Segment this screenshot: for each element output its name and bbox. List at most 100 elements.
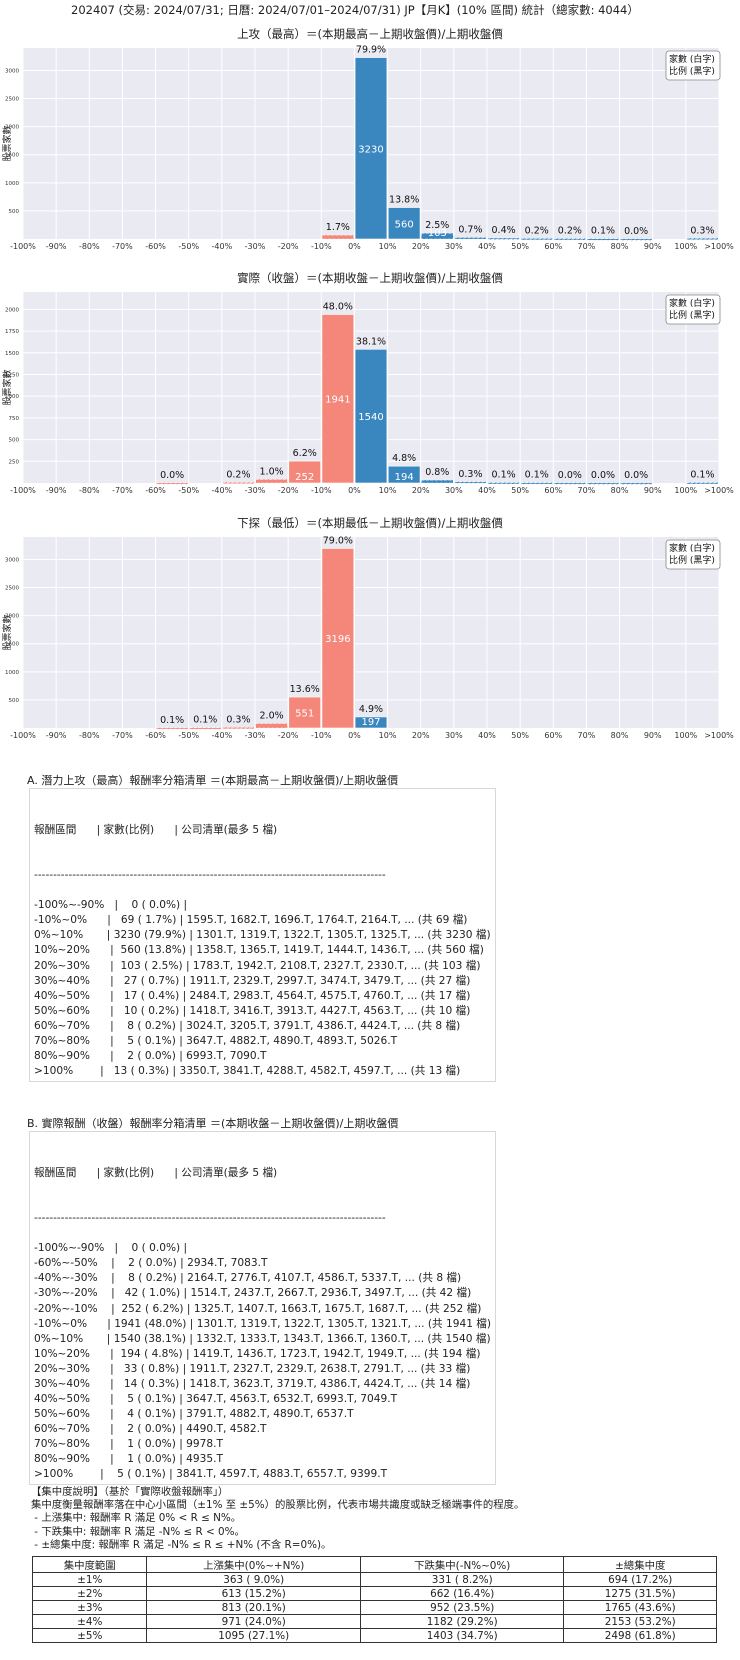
x-tick-label: 60% [544, 242, 562, 251]
list-b-row: -100%~-90% | 0 ( 0.0%) | [34, 1242, 188, 1255]
bar [487, 237, 520, 240]
x-tick-label: -70% [112, 731, 133, 740]
concentration-cell: 2153 (53.2%) [563, 1614, 717, 1629]
x-tick-label: -30% [245, 486, 266, 495]
concentration-cell: 2498 (61.8%) [563, 1628, 717, 1643]
bar [222, 727, 255, 730]
bar-pct-label: 38.1% [356, 336, 386, 347]
bar-pct-label: 0.1% [492, 470, 516, 481]
bar [288, 696, 321, 729]
y-tick-label: 1000 [5, 181, 19, 187]
x-tick-label: 10% [379, 486, 397, 495]
bar-pct-label: 2.5% [425, 220, 449, 231]
list-b-row: 60%~70% | 2 ( 0.0%) | 4490.T, 4582.T [34, 1422, 267, 1435]
x-tick-label: -90% [46, 731, 67, 740]
bar [686, 237, 719, 240]
concentration-note-line: 【集中度說明】（基於「實際收盤報酬率」） [31, 1486, 229, 1498]
x-tick-label: 80% [611, 731, 629, 740]
y-tick-label: 500 [9, 209, 20, 215]
concentration-cell: 813 (20.1%) [146, 1600, 361, 1615]
x-tick-label: 100% [674, 242, 697, 251]
bar-count-label: 1941 [325, 395, 350, 406]
x-tick-label: 50% [511, 731, 529, 740]
bar [520, 238, 553, 241]
list-a-row: 0%~10% | 3230 (79.9%) | 1301.T, 1319.T, … [34, 929, 491, 942]
list-b-header: 報酬區間 | 家數(比例) | 公司清單(最多 5 檔) [34, 1167, 278, 1180]
bar-pct-label: 79.0% [323, 535, 353, 546]
concentration-cell: 1275 (31.5%) [563, 1586, 717, 1601]
list-b-title: B. 實際報酬（收盤）報酬率分箱清單 ＝(本期收盤－上期收盤價)/上期收盤價 [27, 1117, 399, 1130]
x-tick-label: -50% [178, 731, 199, 740]
y-tick-label: 1500 [5, 642, 19, 648]
list-a-title: A. 潛力上攻（最高）報酬率分箱清單 ＝(本期最高－上期收盤價)/上期收盤價 [27, 774, 399, 787]
concentration-cell: 363 ( 9.0%) [146, 1572, 361, 1587]
bar [354, 349, 388, 484]
bar-pct-label: 0.0% [160, 470, 184, 481]
concentration-cell: 1403 (34.7%) [359, 1628, 565, 1643]
bar-pct-label: 0.3% [226, 714, 250, 725]
x-tick-label: 40% [478, 731, 496, 740]
bar-pct-label: 4.9% [359, 704, 383, 715]
concentration-note-line: - 下跌集中: 報酬率 R 滿足 -N% ≤ R < 0%。 [31, 1525, 245, 1538]
bar [155, 482, 189, 485]
list-b-row: 50%~60% | 4 ( 0.1%) | 3791.T, 4882.T, 48… [34, 1407, 354, 1420]
chart-title: 實際（收盤）＝(本期收盤－上期收盤價)/上期收盤價 [237, 271, 503, 285]
bar-pct-label: 6.2% [293, 448, 317, 459]
bar [321, 314, 355, 484]
bar [387, 465, 421, 484]
concentration-header-cell: 下跌集中(-N%~0%) [359, 1556, 565, 1573]
bar [354, 716, 388, 729]
concentration-cell: 971 (24.0%) [146, 1614, 361, 1629]
x-tick-label: 70% [578, 486, 596, 495]
legend-box [665, 294, 721, 325]
x-tick-label: -20% [278, 731, 299, 740]
bar-pct-label: 0.3% [458, 469, 482, 480]
bar-count-label: 3230 [358, 144, 383, 155]
x-tick-label: -20% [278, 242, 299, 251]
list-b-row: 0%~10% | 1540 (38.1%) | 1332.T, 1333.T, … [34, 1332, 491, 1345]
list-a-box: 報酬區間 | 家數(比例) | 公司清單(最多 5 檔) -----------… [29, 788, 496, 1082]
legend: 家數 (白字)比例 (黑字) [665, 50, 721, 81]
x-tick-label: -70% [112, 486, 133, 495]
x-tick-label: -10% [311, 486, 332, 495]
bar [454, 481, 487, 484]
x-tick-label: 90% [644, 486, 662, 495]
bar-count-label: 3196 [325, 634, 350, 645]
y-axis-label: 股票家數 [1, 369, 13, 405]
bar-count-label: 103 [428, 228, 447, 239]
x-tick-label: -40% [212, 731, 233, 740]
bar [520, 482, 553, 485]
y-tick-label: 2000 [5, 125, 19, 131]
bar-pct-label: 0.1% [690, 470, 714, 481]
x-tick-label: >100% [704, 486, 734, 495]
concentration-header-row: 集中度範圍 上漲集中(0%~+N%) 下跌集中(-N%~0%) ±總集中度 [31, 1556, 717, 1573]
x-tick-label: >100% [704, 731, 734, 740]
x-tick-label: 20% [412, 242, 430, 251]
x-tick-label: 80% [611, 486, 629, 495]
list-b-row: -20%~-10% | 252 ( 6.2%) | 1325.T, 1407.T… [34, 1302, 482, 1315]
concentration-cell: ±5% [31, 1628, 148, 1643]
y-tick-label: 500 [9, 698, 20, 704]
concentration-cell: 613 (15.2%) [146, 1586, 361, 1601]
bar [454, 237, 487, 240]
legend-entry: 家數 (白字) [669, 297, 715, 309]
list-b-row: -30%~-20% | 42 ( 1.0%) | 1514.T, 2437.T,… [34, 1287, 472, 1300]
x-tick-label: >100% [704, 242, 734, 251]
bar-pct-label: 0.0% [591, 470, 615, 481]
bar [222, 482, 255, 485]
list-b-box: 報酬區間 | 家數(比例) | 公司清單(最多 5 檔) -----------… [29, 1131, 497, 1486]
x-tick-label: -60% [145, 242, 166, 251]
y-tick-label: 3000 [5, 68, 19, 74]
list-a-header: 報酬區間 | 家數(比例) | 公司清單(最多 5 檔) [34, 824, 278, 837]
legend: 家數 (白字)比例 (黑字) [665, 294, 721, 325]
y-tick-label: 1000 [5, 394, 19, 400]
list-a-row: 30%~40% | 27 ( 0.7%) | 1911.T, 2329.T, 2… [34, 974, 471, 987]
bar [155, 727, 189, 730]
bar-pct-label: 0.8% [425, 467, 449, 478]
legend-entry: 比例 (黑字) [669, 309, 715, 321]
x-tick-label: -100% [10, 731, 36, 740]
y-tick-label: 500 [9, 438, 20, 444]
bar [321, 234, 355, 240]
bar-pct-label: 0.1% [160, 715, 184, 726]
x-tick-label: -30% [245, 731, 266, 740]
